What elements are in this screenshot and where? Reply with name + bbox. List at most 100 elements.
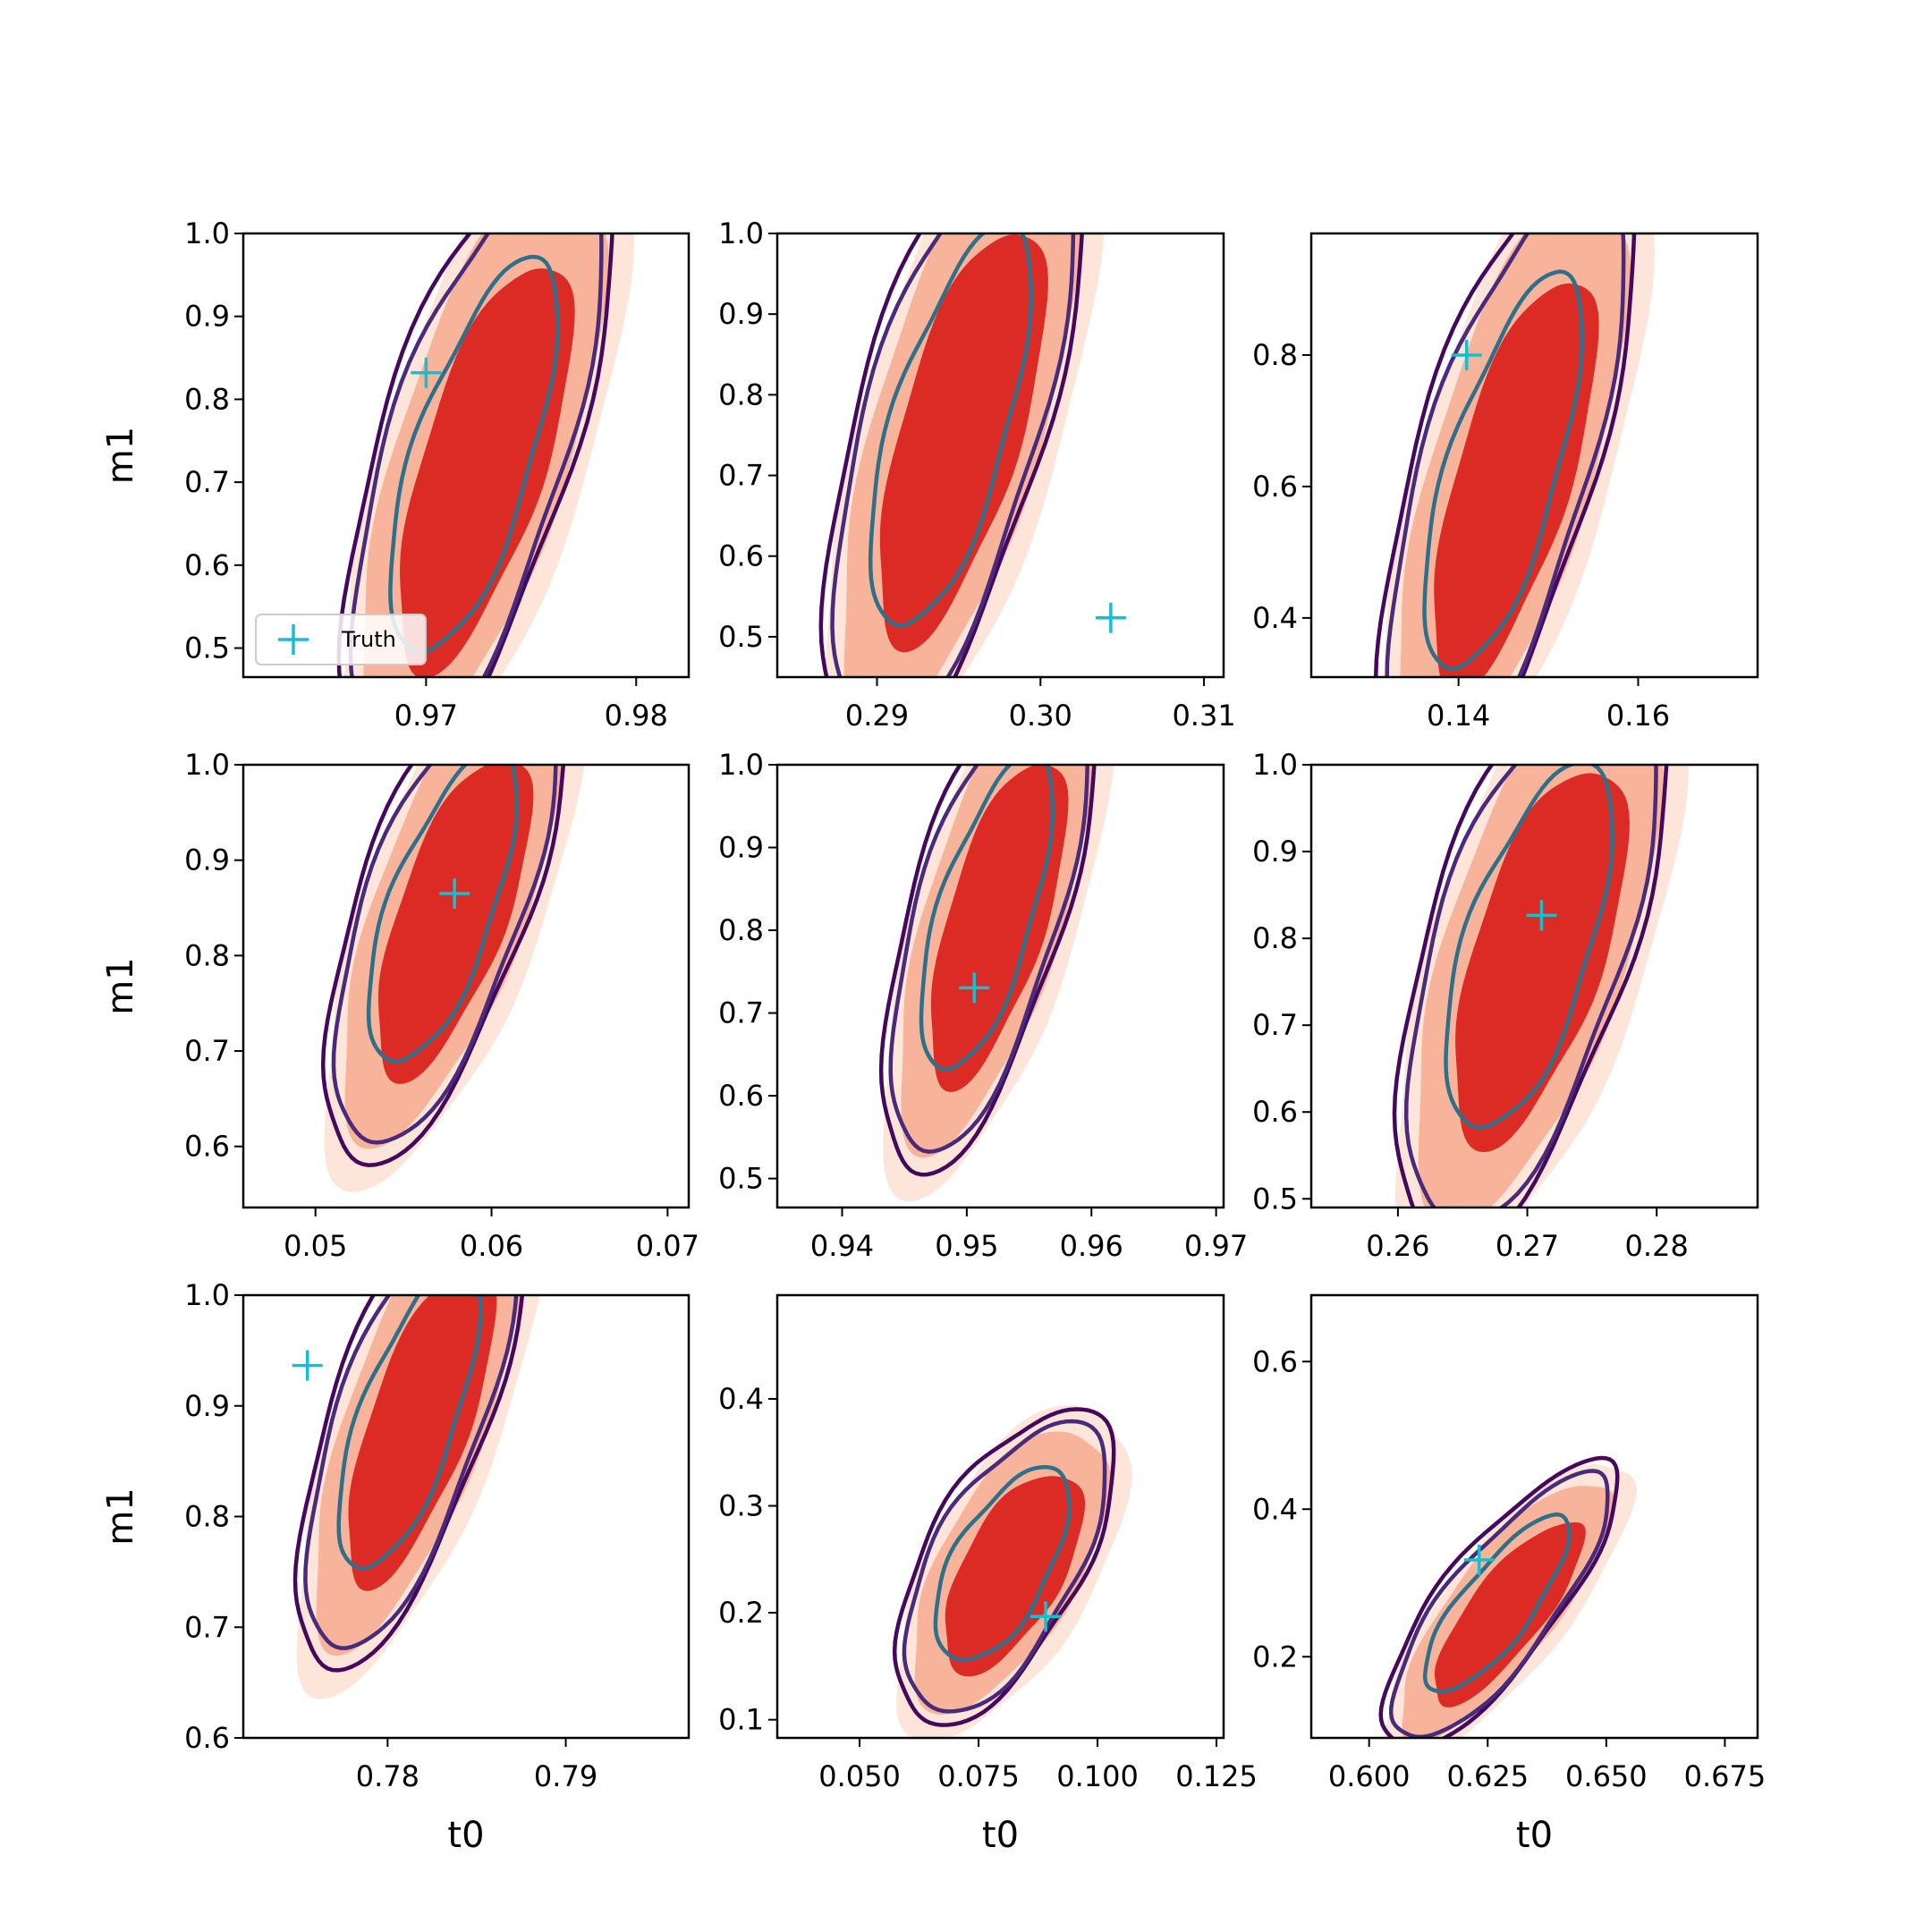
panel-9: 0.600 0.625 0.650 0.675 0.2 0.4 0.6 t0: [1252, 1293, 1767, 1856]
y-tick-label: 0.6: [184, 1130, 230, 1164]
y-tick-label: 1.0: [718, 748, 764, 782]
x-tick-label: 0.050: [818, 1759, 901, 1793]
contour-line-outer: [292, 1295, 525, 1673]
contour-layers: [336, 233, 634, 677]
panel-2: 0.29 0.30 0.31 0.5 0.6 0.7 0.8 0.9 1.0: [718, 216, 1236, 733]
y-tick-label: 0.7: [718, 996, 764, 1030]
x-tick-label: 0.07: [636, 1229, 699, 1263]
contour-line-mid: [1403, 765, 1658, 1208]
x-tick-label: 0.28: [1625, 1229, 1689, 1263]
contour-line-inner: [336, 1295, 483, 1572]
contour-layers: [878, 765, 1114, 1202]
x-tick-label: 0.98: [605, 699, 668, 733]
contour-line-inner: [388, 254, 560, 655]
axes-frame: [775, 232, 1225, 679]
contour-layers: [1373, 233, 1655, 677]
y-tick-label: 0.5: [1252, 1182, 1298, 1216]
y-tick-label: 0.8: [718, 377, 764, 411]
contour-line-inner: [1422, 1512, 1572, 1694]
x-tick-label: 0.30: [1009, 699, 1072, 733]
y-tick-label: 0.8: [184, 1500, 230, 1534]
y-tick-label: 0.2: [1252, 1640, 1298, 1674]
y-tick-label: 0.4: [1252, 601, 1298, 635]
contour-line-outer: [336, 233, 614, 677]
contour-line-inner: [868, 233, 1034, 628]
y-tick-label: 1.0: [1252, 748, 1298, 782]
x-axis-label: t0: [447, 1815, 484, 1856]
y-tick-label: 0.4: [1252, 1492, 1298, 1526]
contour-line-inner: [933, 1464, 1072, 1663]
contour-line-outer: [818, 233, 1084, 677]
contour-layers: [1378, 1455, 1637, 1738]
y-tick-label: 0.6: [184, 548, 230, 582]
density-fill-inner: [1434, 283, 1599, 677]
y-tick-label: 0.2: [718, 1596, 764, 1630]
y-tick-label: 0.5: [184, 631, 230, 665]
y-tick-label: 0.5: [718, 1162, 764, 1196]
legend-truth-marker: [278, 624, 309, 655]
contour-layers: [320, 765, 585, 1192]
contour-line-mid: [303, 1295, 519, 1650]
y-tick-label: 0.9: [718, 831, 764, 865]
y-axis-label: m1: [100, 1487, 141, 1545]
y-tick-label: 0.5: [718, 620, 764, 654]
density-fill-inner: [400, 268, 575, 677]
y-tick-label: 1.0: [184, 216, 230, 250]
contour-line-inner: [919, 765, 1055, 1072]
axes-frame: [1309, 763, 1759, 1209]
x-tick-label: 0.625: [1446, 1759, 1529, 1793]
y-tick-label: 0.6: [718, 1079, 764, 1113]
x-tick-label: 0.675: [1684, 1759, 1767, 1793]
contour-line-mid: [331, 765, 558, 1145]
density-fill-inner: [1455, 773, 1630, 1153]
x-tick-label: 0.79: [534, 1759, 597, 1793]
x-tick-label: 0.05: [284, 1229, 347, 1263]
y-tick-label: 0.7: [184, 1034, 230, 1068]
truth-marker: [959, 972, 990, 1004]
x-tick-label: 0.16: [1606, 699, 1670, 733]
y-tick-label: 0.9: [184, 300, 230, 334]
x-tick-label: 0.650: [1565, 1759, 1648, 1793]
x-tick-label: 0.14: [1427, 699, 1490, 733]
y-tick-label: 0.9: [184, 1389, 230, 1423]
contour-line-inner: [366, 765, 520, 1064]
x-tick-label: 0.075: [937, 1759, 1020, 1793]
contour-line-mid: [1388, 1469, 1610, 1738]
axes-frame: [775, 1293, 1225, 1740]
y-tick-label: 0.1: [718, 1703, 764, 1737]
x-tick-label: 0.95: [935, 1229, 998, 1263]
y-tick-label: 0.9: [184, 843, 230, 877]
density-fill-inner: [377, 765, 534, 1084]
y-tick-label: 1.0: [184, 1278, 230, 1312]
density-fill-inner: [945, 1476, 1086, 1677]
panel-8: 0.050 0.075 0.100 0.125 0.1 0.2 0.3 0.4 t0: [718, 1293, 1258, 1856]
panel-4: 0.05 0.06 0.07 0.6 0.7 0.8 0.9 1.0 m1: [100, 748, 699, 1263]
truth-marker: [1451, 339, 1482, 370]
legend: Truth: [255, 614, 427, 665]
axes-frame: [242, 763, 691, 1209]
contour-line-mid: [830, 233, 1076, 677]
x-tick-label: 0.96: [1060, 1229, 1123, 1263]
truth-marker: [411, 357, 442, 388]
axes-frame: [242, 232, 691, 679]
density-fill-inner: [348, 1295, 497, 1591]
y-tick-label: 0.8: [718, 913, 764, 947]
contour-line-inner: [1422, 269, 1584, 672]
y-tick-label: 0.8: [184, 382, 230, 416]
x-tick-label: 0.125: [1175, 1759, 1258, 1793]
x-tick-label: 0.97: [394, 699, 458, 733]
y-tick-label: 0.8: [1252, 921, 1298, 955]
contour-line-mid: [1385, 233, 1626, 677]
contour-line-outer: [878, 765, 1097, 1177]
x-axis-label: t0: [1516, 1815, 1553, 1856]
y-tick-label: 0.7: [718, 459, 764, 493]
y-tick-label: 0.6: [718, 539, 764, 573]
panel-1: 0.97 0.98 0.5 0.6 0.7 0.8 0.9 1.0 m1 Truth: [100, 216, 691, 733]
contour-line-mid: [902, 1419, 1107, 1714]
truth-marker: [439, 878, 470, 910]
contour-layers: [818, 233, 1105, 677]
contour-line-outer: [1378, 1455, 1620, 1738]
legend-label: Truth: [341, 627, 396, 652]
truth-marker: [1463, 1545, 1495, 1576]
